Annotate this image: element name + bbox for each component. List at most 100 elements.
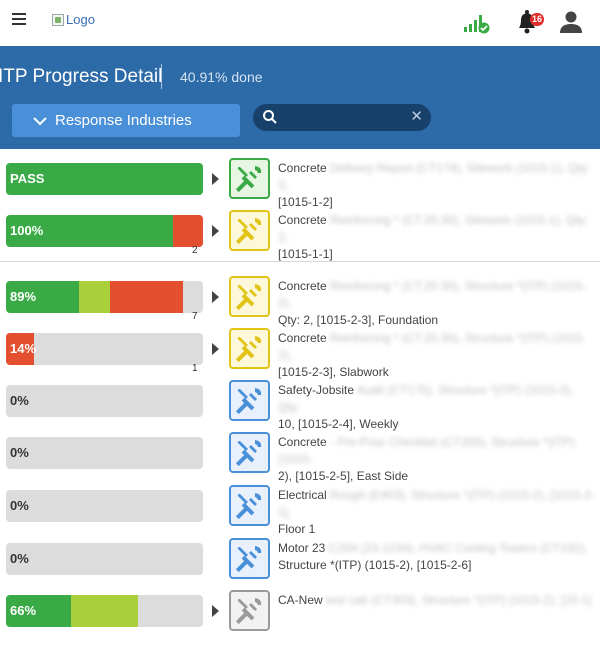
- item-description[interactable]: Concrete Delivery Report (CT174), Sitewo…: [278, 160, 596, 211]
- progress-segment-green: [6, 281, 79, 313]
- description-title: Safety-Jobsite: [278, 383, 355, 397]
- item-description[interactable]: CA-New test cab (CT303), Structure *(ITP…: [278, 592, 596, 609]
- progress-label: 100%: [10, 223, 44, 238]
- description-details: Reinforcing * (CT.20.30), Structure *(IT…: [278, 331, 587, 362]
- progress-label: 0%: [10, 393, 29, 408]
- progress-label: 66%: [10, 603, 37, 618]
- description-title: Concrete: [278, 161, 327, 175]
- description-details: C204 (23-1234), HVAC Cooling Towers (CT1…: [325, 541, 588, 555]
- inspection-type-icon[interactable]: [229, 276, 270, 317]
- item-description[interactable]: Concrete - Pre-Pour Checklist (CT200), S…: [278, 434, 596, 485]
- inspection-type-icon[interactable]: [229, 432, 270, 473]
- list-item[interactable]: 0% Motor 23 C204 (23-1234), HVAC Cooling …: [0, 533, 600, 585]
- expand-arrow-icon[interactable]: [212, 225, 219, 237]
- description-title: Motor 23: [278, 541, 326, 555]
- expand-arrow-icon[interactable]: [212, 343, 219, 355]
- item-description[interactable]: Electrical Rough (E403), Structure *(ITP…: [278, 487, 596, 538]
- progress-label: 89%: [10, 289, 37, 304]
- dropdown-label: Response Industries: [55, 112, 192, 129]
- inspection-type-icon[interactable]: [229, 210, 270, 251]
- signal-strength-icon[interactable]: [463, 12, 491, 34]
- tools-icon: [235, 546, 262, 573]
- progress-bar: PASS: [6, 163, 203, 195]
- header-band: ITP Progress Detail 40.91% done Response…: [0, 46, 600, 149]
- list-item[interactable]: 14% 1 Concrete Reinforcing * (CT.20.30), S…: [0, 323, 600, 379]
- progress-label: 0%: [10, 445, 29, 460]
- progress-segment-green: [6, 215, 174, 247]
- progress-segment-red: [110, 281, 184, 313]
- progress-segment-lime: [71, 595, 138, 627]
- description-details: - Pre-Pour Checklist (CT200), Structure …: [278, 435, 575, 466]
- logo-alt-text: Logo: [66, 12, 95, 27]
- issue-count: 7: [192, 311, 198, 322]
- inspection-type-icon[interactable]: [229, 158, 270, 199]
- inspection-type-icon[interactable]: [229, 380, 270, 421]
- progress-bar: 14%: [6, 333, 203, 365]
- description-details: Rough (E403), Structure *(ITP) (1015-2),…: [278, 488, 595, 519]
- issue-count: 1: [192, 363, 198, 374]
- inspection-type-icon[interactable]: [229, 590, 270, 631]
- item-description[interactable]: Motor 23 C204 (23-1234), HVAC Cooling To…: [278, 540, 596, 574]
- progress-bar: 0%: [6, 490, 203, 522]
- description-location: [1015-1-1]: [278, 247, 333, 261]
- item-description[interactable]: Safety-Jobsite Audit (CT175), Structure …: [278, 382, 596, 433]
- tools-icon: [235, 166, 262, 193]
- progress-bar: 0%: [6, 437, 203, 469]
- description-location: 2), [1015-2-5], East Side: [278, 469, 409, 483]
- description-location: Structure *(ITP) (1015-2), [1015-2-6]: [278, 558, 472, 572]
- list-item[interactable]: 0% Concrete - Pre-Pour Checklist (CT200),…: [0, 427, 600, 483]
- inspection-type-icon[interactable]: [229, 485, 270, 526]
- list-item[interactable]: 66% CA-New test cab (CT303), Structure *(…: [0, 585, 600, 637]
- description-title: Concrete: [278, 331, 327, 345]
- inspection-type-icon[interactable]: [229, 538, 270, 579]
- organization-dropdown[interactable]: Response Industries: [12, 104, 240, 137]
- tools-icon: [235, 388, 262, 415]
- top-bar: Logo 16: [0, 0, 600, 46]
- description-location: Qty: 2, [1015-2-3], Foundation: [278, 313, 439, 327]
- progress-segment-lime: [78, 281, 111, 313]
- expand-arrow-icon[interactable]: [212, 173, 219, 185]
- list-item[interactable]: 89% 7 Concrete Reinforcing * (CT.20.30), S…: [0, 271, 600, 327]
- item-description[interactable]: Concrete Reinforcing * (CT.20.30), Struc…: [278, 330, 596, 381]
- description-location: 10, [1015-2-4], Weekly: [278, 417, 399, 431]
- broken-image-icon: [52, 13, 64, 26]
- search-box[interactable]: ✕: [253, 104, 431, 131]
- inspection-type-icon[interactable]: [229, 328, 270, 369]
- description-location: [1015-2-3], Slabwork: [278, 365, 389, 379]
- expand-arrow-icon[interactable]: [212, 291, 219, 303]
- progress-bar: 0%: [6, 543, 203, 575]
- progress-segment-green: [6, 163, 203, 195]
- hamburger-menu-icon[interactable]: [12, 13, 26, 27]
- list-item[interactable]: 0% Safety-Jobsite Audit (CT175), Structur…: [0, 375, 600, 431]
- description-title: CA-New: [278, 593, 323, 607]
- description-details: Reinforcing * (CT.20.30), Sitework (1015…: [278, 213, 589, 244]
- list-item[interactable]: PASS Concrete Delivery Report (CT174), Si…: [0, 153, 600, 209]
- group-divider: [0, 261, 600, 262]
- progress-bar: 66%: [6, 595, 203, 627]
- description-title: Concrete: [278, 279, 327, 293]
- item-description[interactable]: Concrete Reinforcing * (CT.20.30), Struc…: [278, 278, 596, 329]
- list-item[interactable]: 0% Electrical Rough (E403), Structure *(I…: [0, 480, 600, 536]
- progress-segment-green: [6, 595, 71, 627]
- tools-icon: [235, 218, 262, 245]
- page-title: ITP Progress Detail: [0, 66, 163, 87]
- notifications-bell[interactable]: 16: [514, 8, 544, 36]
- description-location: Floor 1: [278, 522, 316, 536]
- expand-arrow-icon[interactable]: [212, 605, 219, 617]
- item-description[interactable]: Concrete Reinforcing * (CT.20.30), Sitew…: [278, 212, 596, 263]
- list-item[interactable]: 100% 2 Concrete Reinforcing * (CT.20.30), …: [0, 205, 600, 261]
- logo[interactable]: Logo: [52, 12, 95, 27]
- description-location: [1015-1-2]: [278, 195, 333, 209]
- search-input[interactable]: [283, 108, 403, 127]
- issue-count: 2: [192, 245, 198, 256]
- clear-search-icon[interactable]: ✕: [410, 108, 423, 125]
- description-details: Audit (CT175), Structure *(ITP) (1015-2)…: [278, 383, 574, 414]
- description-title: Electrical: [278, 488, 327, 502]
- progress-segment-red: [173, 215, 203, 247]
- progress-bar: 89%: [6, 281, 203, 313]
- tools-icon: [235, 493, 262, 520]
- tools-icon: [235, 336, 262, 363]
- progress-bar: 0%: [6, 385, 203, 417]
- tools-icon: [235, 598, 262, 625]
- user-profile-icon[interactable]: [559, 10, 583, 34]
